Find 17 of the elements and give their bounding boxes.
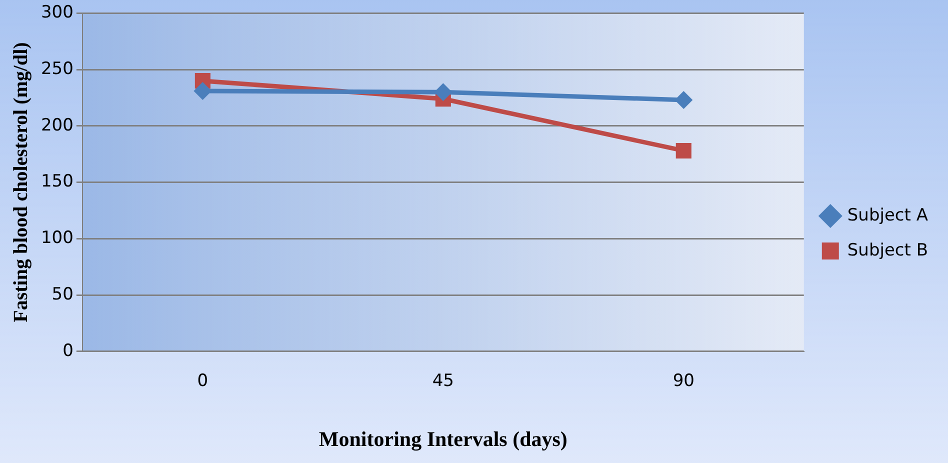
y-tick-label: 150 bbox=[40, 172, 74, 192]
y-tick-label: 300 bbox=[40, 2, 74, 23]
x-tick-label: 0 bbox=[197, 371, 208, 392]
x-tick-label: 45 bbox=[432, 371, 454, 392]
legend-label: Subject B bbox=[847, 240, 928, 260]
point bbox=[434, 83, 452, 102]
y-tick-label: 100 bbox=[40, 228, 74, 248]
y-tick-label: 0 bbox=[62, 340, 74, 361]
y-tick-label: 200 bbox=[40, 115, 74, 136]
point bbox=[674, 91, 693, 110]
legend-label: Subject A bbox=[847, 205, 928, 226]
y-tick-label: 50 bbox=[52, 284, 74, 304]
x-tick-label: 90 bbox=[672, 371, 694, 392]
x-axis-title: Monitoring Intervals (days) bbox=[318, 426, 568, 451]
y-axis-title: Fasting blood cholesterol (mg/dl) bbox=[10, 42, 32, 322]
y-tick-label: 250 bbox=[40, 58, 74, 79]
point bbox=[676, 142, 692, 159]
